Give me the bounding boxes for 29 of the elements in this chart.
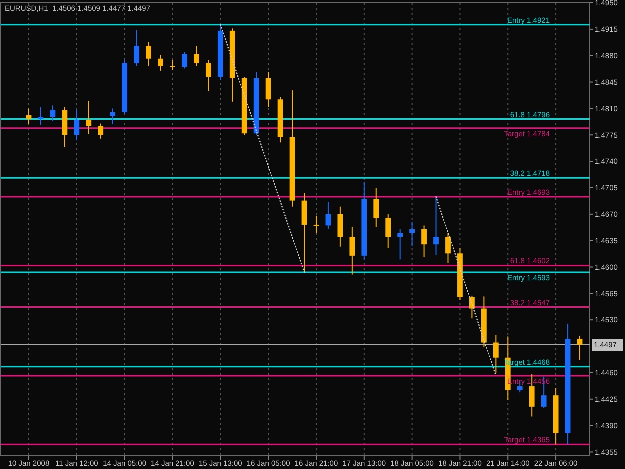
candlestick — [98, 123, 104, 140]
candlestick — [410, 221, 416, 247]
candlestick — [326, 202, 332, 230]
candlestick — [422, 225, 427, 258]
candlestick — [446, 232, 451, 264]
candlestick — [338, 206, 344, 248]
candlestick — [26, 108, 32, 126]
candlestick — [398, 229, 404, 260]
candlestick — [350, 226, 356, 276]
candlestick — [182, 52, 188, 70]
candlestick — [493, 334, 499, 374]
candlestick — [206, 60, 212, 92]
candlestick — [577, 335, 583, 361]
candlestick — [146, 42, 152, 67]
candlestick — [110, 108, 116, 126]
candlestick — [386, 214, 392, 249]
candlestick — [434, 196, 439, 256]
candlestick — [194, 46, 200, 67]
candlestick — [266, 72, 272, 108]
candlestick — [50, 105, 56, 122]
candlestick — [158, 54, 164, 72]
candlestick — [74, 110, 80, 141]
candlestick — [170, 60, 176, 71]
candlestick — [374, 187, 380, 228]
candlestick — [134, 30, 140, 67]
candlestick — [86, 100, 92, 135]
candlestick — [470, 295, 475, 320]
candlestick — [314, 215, 320, 234]
candlestick — [38, 106, 44, 126]
